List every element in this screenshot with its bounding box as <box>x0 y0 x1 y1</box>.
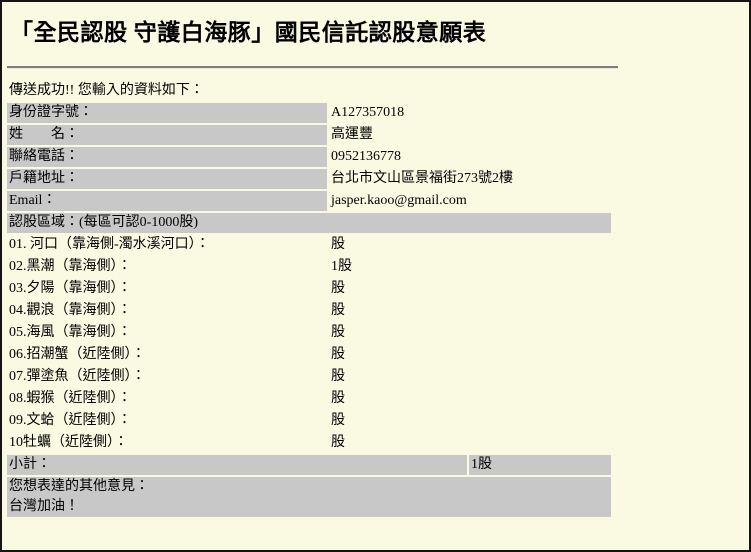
field-value-address: 台北市文山區景福街273號2樓 <box>331 171 513 186</box>
area-label-04: 04.觀浪（靠海側）： <box>9 303 132 318</box>
area-value-06: 股 <box>331 347 345 362</box>
area-row-03: 03.夕陽（靠海側）： 股 <box>7 279 611 299</box>
area-value-07: 股 <box>331 369 345 384</box>
area-row-02: 02.黑潮（靠海側）： 1股 <box>7 257 611 277</box>
field-label-address: 戶籍地址： <box>7 169 327 189</box>
area-value-08: 股 <box>331 391 345 406</box>
field-label-phone: 聯絡電話： <box>7 147 327 167</box>
area-label-03: 03.夕陽（靠海側）： <box>9 281 132 296</box>
area-value-05: 股 <box>331 325 345 340</box>
area-value-02: 1股 <box>331 259 352 274</box>
section-header-row: 認股區域：(每區可認0-1000股) <box>7 213 611 233</box>
subtotal-value-cell: 1股 <box>469 455 611 475</box>
area-value-09: 股 <box>331 413 345 428</box>
subtotal-row: 小計： 1股 <box>7 455 611 475</box>
area-label-01: 01. 河口（靠海側-濁水溪河口）： <box>9 237 210 252</box>
field-value-id: A127357018 <box>331 105 405 120</box>
submission-table: 身份證字號： A127357018 姓 名： 高運豐 聯絡電話： 0952136… <box>5 101 613 519</box>
horizontal-divider <box>7 66 618 69</box>
area-row-06: 06.招潮蟹（近陸側）： 股 <box>7 345 611 365</box>
info-row-address: 戶籍地址： 台北市文山區景福街273號2樓 <box>7 169 611 189</box>
area-row-05: 05.海風（靠海側）： 股 <box>7 323 611 343</box>
area-label-10: 10牡蠣（近陸側）： <box>9 435 128 450</box>
area-value-10: 股 <box>331 435 345 450</box>
area-value-03: 股 <box>331 281 345 296</box>
area-label-06: 06.招潮蟹（近陸側）： <box>9 347 146 362</box>
area-label-02: 02.黑潮（靠海側）： <box>9 259 132 274</box>
field-value-name: 高運豐 <box>331 127 373 142</box>
area-row-04: 04.觀浪（靠海側）： 股 <box>7 301 611 321</box>
area-label-08: 08.蝦猴（近陸側）： <box>9 391 132 406</box>
area-row-08: 08.蝦猴（近陸側）： 股 <box>7 389 611 409</box>
field-value-phone: 0952136778 <box>331 149 401 164</box>
area-label-05: 05.海風（靠海側）： <box>9 325 132 340</box>
area-row-01: 01. 河口（靠海側-濁水溪河口）： 股 <box>7 235 611 255</box>
area-label-09: 09.文蛤（近陸側）： <box>9 413 132 428</box>
page-content: 「全民認股 守護白海豚」國民信託認股意願表 傳送成功!! 您輸入的資料如下： 身… <box>2 2 749 519</box>
opinion-text: 台灣加油！ <box>9 499 79 514</box>
field-label-id: 身份證字號： <box>7 103 327 123</box>
area-row-07: 07.彈塗魚（近陸側）： 股 <box>7 367 611 387</box>
opinion-cell: 您想表達的其他意見： 台灣加油！ <box>7 477 611 517</box>
area-row-09: 09.文蛤（近陸側）： 股 <box>7 411 611 431</box>
section-header-cell: 認股區域：(每區可認0-1000股) <box>7 213 611 233</box>
opinion-label: 您想表達的其他意見： <box>9 479 149 494</box>
field-label-email: Email： <box>7 191 327 211</box>
page-title: 「全民認股 守護白海豚」國民信託認股意願表 <box>10 20 487 45</box>
info-row-email: Email： jasper.kaoo@gmail.com <box>7 191 611 211</box>
subtotal-label-cell: 小計： <box>7 455 467 475</box>
area-value-01: 股 <box>331 237 345 252</box>
field-label-name: 姓 名： <box>7 125 327 145</box>
info-row-name: 姓 名： 高運豐 <box>7 125 611 145</box>
area-row-10: 10牡蠣（近陸側）： 股 <box>7 433 611 453</box>
status-message: 傳送成功!! 您輸入的資料如下： <box>9 83 204 98</box>
field-value-email: jasper.kaoo@gmail.com <box>331 193 467 208</box>
opinion-row: 您想表達的其他意見： 台灣加油！ <box>7 477 611 517</box>
info-row-phone: 聯絡電話： 0952136778 <box>7 147 611 167</box>
info-row-id: 身份證字號： A127357018 <box>7 103 611 123</box>
area-label-07: 07.彈塗魚（近陸側）： <box>9 369 146 384</box>
area-value-04: 股 <box>331 303 345 318</box>
